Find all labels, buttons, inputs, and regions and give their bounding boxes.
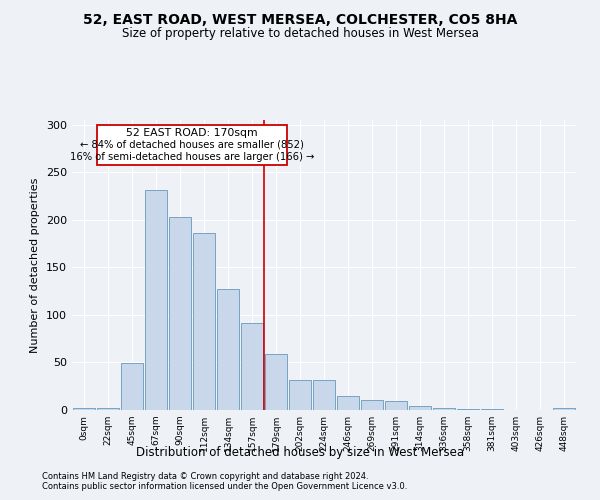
Bar: [193, 233, 215, 410]
Bar: [97, 408, 119, 410]
Bar: [361, 400, 383, 410]
Text: Contains public sector information licensed under the Open Government Licence v3: Contains public sector information licen…: [42, 482, 407, 491]
Bar: [169, 217, 191, 410]
Bar: [121, 364, 143, 410]
Bar: [409, 406, 431, 410]
Y-axis label: Number of detached properties: Number of detached properties: [31, 178, 40, 352]
Bar: [385, 402, 407, 410]
Bar: [553, 408, 575, 410]
Text: Size of property relative to detached houses in West Mersea: Size of property relative to detached ho…: [122, 28, 478, 40]
Bar: [145, 190, 167, 410]
Bar: [313, 380, 335, 410]
Bar: [289, 380, 311, 410]
FancyBboxPatch shape: [97, 125, 287, 164]
Bar: [265, 354, 287, 410]
Bar: [73, 408, 95, 410]
Bar: [337, 396, 359, 410]
Text: 16% of semi-detached houses are larger (166) →: 16% of semi-detached houses are larger (…: [70, 152, 314, 162]
Bar: [241, 324, 263, 410]
Text: Distribution of detached houses by size in West Mersea: Distribution of detached houses by size …: [136, 446, 464, 459]
Bar: [481, 409, 503, 410]
Text: 52 EAST ROAD: 170sqm: 52 EAST ROAD: 170sqm: [126, 128, 258, 138]
Text: Contains HM Land Registry data © Crown copyright and database right 2024.: Contains HM Land Registry data © Crown c…: [42, 472, 368, 481]
Text: 52, EAST ROAD, WEST MERSEA, COLCHESTER, CO5 8HA: 52, EAST ROAD, WEST MERSEA, COLCHESTER, …: [83, 12, 517, 26]
Bar: [457, 409, 479, 410]
Bar: [217, 289, 239, 410]
Bar: [433, 408, 455, 410]
Text: ← 84% of detached houses are smaller (852): ← 84% of detached houses are smaller (85…: [80, 140, 304, 149]
